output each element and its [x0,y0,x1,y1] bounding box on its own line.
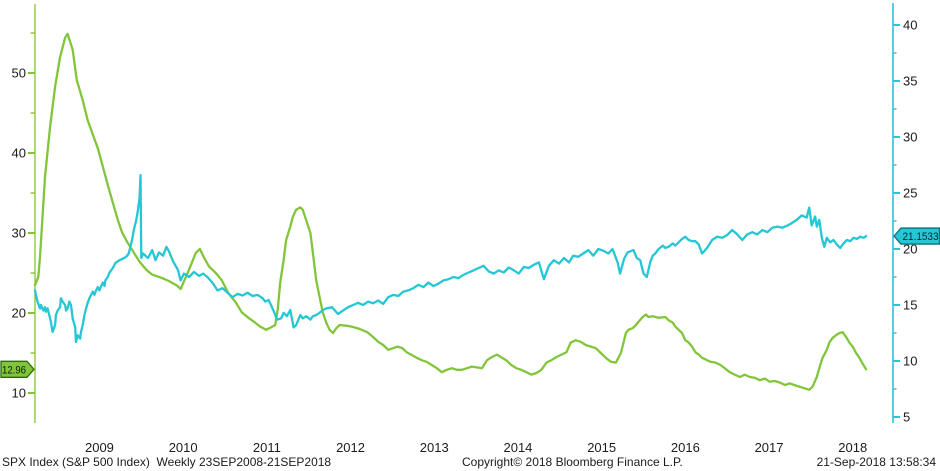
right-axis-tick-label: 35 [903,74,917,89]
right-axis-tick-label: 25 [903,186,917,201]
footer-timestamp: 21-Sep-2018 13:58:34 [816,455,936,469]
x-axis-year-label: 2013 [420,440,449,455]
footer-security-info: SPX Index (S&P 500 Index) Weekly 23SEP20… [2,455,332,469]
green-last-value-text: 12.96 [2,364,26,376]
right-axis-tick-label: 10 [903,354,917,369]
x-axis-year-label: 2012 [336,440,365,455]
left-axis-tick-label: 40 [12,146,26,161]
right-axis-tick-label: 20 [903,242,917,257]
x-axis-year-label: 2011 [253,440,281,455]
x-axis-year-label: 2015 [587,440,616,455]
footer-copyright: Copyright© 2018 Bloomberg Finance L.P. [462,455,683,469]
right-axis-tick-label: 5 [903,410,910,425]
cyan-last-value-text: 21.1533 [903,231,939,243]
green-last-value-tag [0,360,35,378]
x-axis-year-label: 2017 [755,440,784,455]
right-axis-tick-label: 15 [903,298,917,313]
x-axis-year-label: 2010 [169,440,198,455]
right-axis-tick-label: 40 [903,18,917,33]
left-axis-tick-label: 50 [12,66,26,81]
left-axis-tick-label: 30 [12,226,26,241]
green-line-series [33,32,868,391]
x-axis-year-label: 2009 [85,440,114,455]
x-axis-year-label: 2018 [838,440,867,455]
cyan-line-series [33,173,868,344]
x-axis-year-label: 2014 [503,440,532,455]
x-axis-year-label: 2016 [671,440,700,455]
right-axis-tick-label: 30 [903,130,917,145]
left-axis-tick-label: 20 [12,306,26,321]
left-axis-tick-label: 10 [12,386,26,401]
